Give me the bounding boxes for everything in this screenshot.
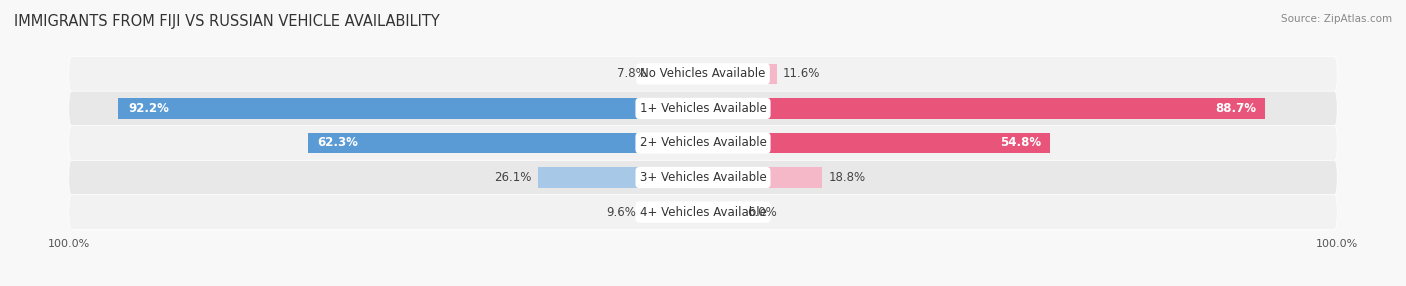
Text: 3+ Vehicles Available: 3+ Vehicles Available — [640, 171, 766, 184]
Text: 26.1%: 26.1% — [494, 171, 531, 184]
Text: 54.8%: 54.8% — [1000, 136, 1040, 150]
Text: Source: ZipAtlas.com: Source: ZipAtlas.com — [1281, 14, 1392, 24]
Bar — [703, 202, 741, 223]
Text: 88.7%: 88.7% — [1215, 102, 1256, 115]
FancyBboxPatch shape — [69, 195, 1337, 229]
Bar — [308, 133, 703, 153]
Text: 4+ Vehicles Available: 4+ Vehicles Available — [640, 206, 766, 219]
FancyBboxPatch shape — [69, 57, 1337, 91]
Bar — [643, 202, 703, 223]
Text: 1+ Vehicles Available: 1+ Vehicles Available — [640, 102, 766, 115]
Bar — [118, 98, 703, 119]
Text: 9.6%: 9.6% — [606, 206, 636, 219]
Text: 2+ Vehicles Available: 2+ Vehicles Available — [640, 136, 766, 150]
Bar — [703, 63, 776, 84]
Text: 62.3%: 62.3% — [318, 136, 359, 150]
FancyBboxPatch shape — [69, 126, 1337, 160]
Text: 6.0%: 6.0% — [748, 206, 778, 219]
Text: No Vehicles Available: No Vehicles Available — [640, 67, 766, 80]
Text: 7.8%: 7.8% — [617, 67, 647, 80]
Bar — [654, 63, 703, 84]
FancyBboxPatch shape — [69, 160, 1337, 195]
FancyBboxPatch shape — [69, 91, 1337, 126]
Bar — [703, 167, 823, 188]
Bar — [703, 98, 1265, 119]
Bar — [537, 167, 703, 188]
Text: IMMIGRANTS FROM FIJI VS RUSSIAN VEHICLE AVAILABILITY: IMMIGRANTS FROM FIJI VS RUSSIAN VEHICLE … — [14, 14, 440, 29]
Text: 92.2%: 92.2% — [128, 102, 169, 115]
Bar — [703, 133, 1050, 153]
Text: 18.8%: 18.8% — [828, 171, 866, 184]
Text: 11.6%: 11.6% — [783, 67, 820, 80]
